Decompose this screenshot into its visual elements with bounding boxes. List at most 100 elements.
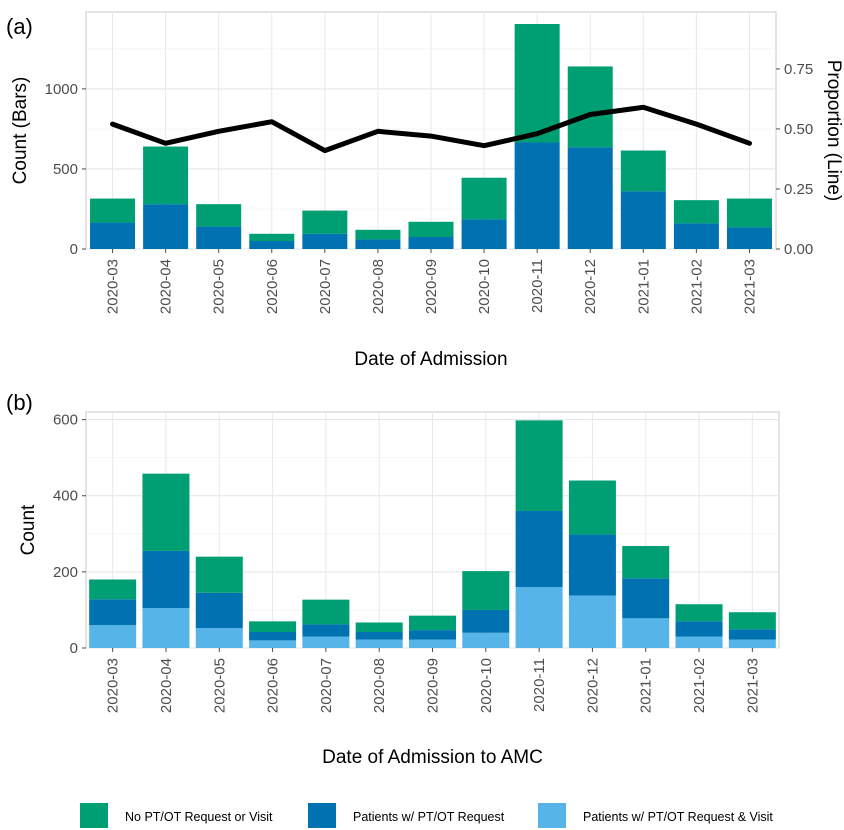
bar-2020-10-series-1 bbox=[462, 609, 510, 633]
y2-axis-title: Proportion (Line) bbox=[823, 60, 844, 202]
bar-2021-02-series-1 bbox=[675, 621, 723, 637]
legend-swatch-0 bbox=[80, 803, 108, 828]
x-tick-label: 2020-05 bbox=[211, 259, 228, 314]
bar-2020-07-series-2 bbox=[302, 599, 350, 625]
x-tick-label: 2020-07 bbox=[317, 259, 334, 314]
bar-2021-03-series-1 bbox=[728, 629, 776, 640]
y2-tick-label: 0.75 bbox=[784, 61, 813, 78]
bar-2020-10-series-1 bbox=[461, 177, 507, 220]
bar-2020-10-series-0 bbox=[462, 632, 510, 648]
bar-2020-03-series-0 bbox=[90, 222, 136, 249]
bar-2021-01-series-0 bbox=[620, 191, 666, 249]
x-tick-label: 2020-03 bbox=[105, 259, 122, 314]
x-tick-label: 2020-04 bbox=[158, 259, 175, 314]
x-tick-label: 2020-03 bbox=[105, 658, 122, 713]
y-tick-label: 0 bbox=[70, 640, 78, 657]
bar-2020-04-series-1 bbox=[142, 550, 190, 609]
bar-2020-11-series-2 bbox=[515, 420, 563, 511]
bar-2020-07-series-1 bbox=[302, 624, 350, 637]
proportion-line bbox=[110, 104, 752, 154]
bar-2020-07-series-0 bbox=[302, 233, 348, 249]
bar-2020-04-series-1 bbox=[143, 146, 189, 205]
y-tick-label: 400 bbox=[53, 488, 78, 505]
bar-2020-10-series-0 bbox=[461, 219, 507, 249]
panel-label: (b) bbox=[6, 390, 33, 415]
x-tick-label: 2020-11 bbox=[529, 259, 546, 313]
bar-2020-08-series-1 bbox=[355, 632, 403, 640]
bar-2020-08-series-2 bbox=[355, 622, 403, 633]
y2-tick-label: 0.00 bbox=[784, 241, 813, 258]
y-tick-label: 1000 bbox=[45, 81, 78, 98]
legend-label-1: Patients w/ PT/OT Request bbox=[353, 810, 505, 824]
x-tick-label: 2020-06 bbox=[265, 658, 282, 713]
bar-2020-03-series-0 bbox=[89, 625, 137, 648]
x-axis-title: Date of Admission bbox=[354, 349, 507, 370]
bar-2020-09-series-0 bbox=[409, 639, 456, 648]
bar-2021-01-series-1 bbox=[622, 578, 670, 619]
x-tick-label: 2020-10 bbox=[478, 658, 495, 713]
x-tick-label: 2020-12 bbox=[584, 658, 601, 713]
x-tick-label: 2021-02 bbox=[688, 259, 705, 314]
x-tick-label: 2020-09 bbox=[423, 259, 440, 314]
x-axis-title: Date of Admission to AMC bbox=[322, 747, 543, 768]
y-tick-label: 0 bbox=[70, 241, 78, 258]
x-tick-label: 2020-10 bbox=[476, 259, 493, 314]
bar-2020-11-series-0 bbox=[515, 587, 563, 648]
y-tick-label: 600 bbox=[53, 412, 78, 429]
bar-2020-08-series-1 bbox=[355, 229, 401, 240]
bar-2020-12-series-1 bbox=[568, 534, 616, 596]
x-tick-label: 2020-05 bbox=[211, 658, 228, 713]
x-tick-label: 2021-03 bbox=[744, 658, 761, 713]
y-axis-title: Count bbox=[18, 504, 39, 555]
bar-2021-02-series-1 bbox=[673, 200, 719, 224]
x-tick-label: 2021-02 bbox=[691, 658, 708, 713]
bar-2021-01-series-1 bbox=[620, 150, 666, 192]
bar-2020-06-series-1 bbox=[249, 632, 297, 641]
bar-2021-03-series-0 bbox=[728, 639, 776, 648]
bar-2021-03-series-0 bbox=[726, 227, 772, 249]
y-axis-title: Count (Bars) bbox=[10, 77, 31, 185]
x-tick-label: 2021-01 bbox=[635, 259, 652, 314]
legend-swatch-2 bbox=[538, 803, 566, 828]
y2-tick-label: 0.25 bbox=[784, 181, 813, 198]
bar-2020-04-series-2 bbox=[142, 473, 190, 551]
x-tick-label: 2021-03 bbox=[741, 259, 758, 314]
bar-2020-12-series-1 bbox=[567, 66, 613, 148]
bar-2020-06-series-1 bbox=[249, 233, 295, 241]
x-tick-label: 2020-07 bbox=[318, 658, 335, 713]
y-tick-label: 200 bbox=[53, 564, 78, 581]
legend-swatch-1 bbox=[308, 803, 336, 828]
bar-2020-06-series-0 bbox=[249, 240, 295, 249]
x-tick-label: 2021-01 bbox=[638, 658, 655, 713]
bar-2020-07-series-1 bbox=[302, 210, 348, 234]
bar-2020-05-series-1 bbox=[195, 592, 243, 629]
bar-2021-02-series-0 bbox=[675, 636, 723, 648]
bar-2020-11-series-1 bbox=[515, 510, 563, 588]
x-tick-label: 2020-06 bbox=[264, 259, 281, 314]
bar-2020-09-series-0 bbox=[408, 236, 454, 249]
bar-2020-05-series-0 bbox=[196, 226, 242, 249]
bar-2020-11-series-0 bbox=[514, 142, 560, 249]
bar-2021-03-series-2 bbox=[728, 612, 776, 630]
x-tick-label: 2020-04 bbox=[158, 658, 175, 713]
bar-2020-08-series-0 bbox=[355, 639, 403, 648]
bar-2020-03-series-1 bbox=[90, 198, 136, 223]
x-tick-label: 2020-09 bbox=[425, 658, 442, 713]
bar-2020-10-series-2 bbox=[462, 571, 510, 610]
bar-2021-03-series-1 bbox=[726, 198, 772, 228]
bar-2020-04-series-0 bbox=[143, 204, 189, 249]
bar-2021-02-series-0 bbox=[673, 223, 719, 249]
bar-2020-06-series-0 bbox=[249, 640, 297, 648]
bar-2020-11-series-1 bbox=[514, 24, 560, 143]
bar-2020-03-series-2 bbox=[89, 579, 137, 600]
x-tick-label: 2020-12 bbox=[582, 259, 599, 314]
legend-label-0: No PT/OT Request or Visit bbox=[125, 810, 273, 824]
bar-2020-07-series-0 bbox=[302, 636, 350, 648]
panel-label: (a) bbox=[6, 14, 33, 39]
y2-tick-label: 0.50 bbox=[784, 121, 813, 138]
bar-2020-05-series-1 bbox=[196, 204, 242, 227]
bar-2020-12-series-0 bbox=[568, 595, 616, 648]
bar-2021-02-series-2 bbox=[675, 604, 723, 622]
bar-2020-09-series-1 bbox=[408, 221, 454, 237]
